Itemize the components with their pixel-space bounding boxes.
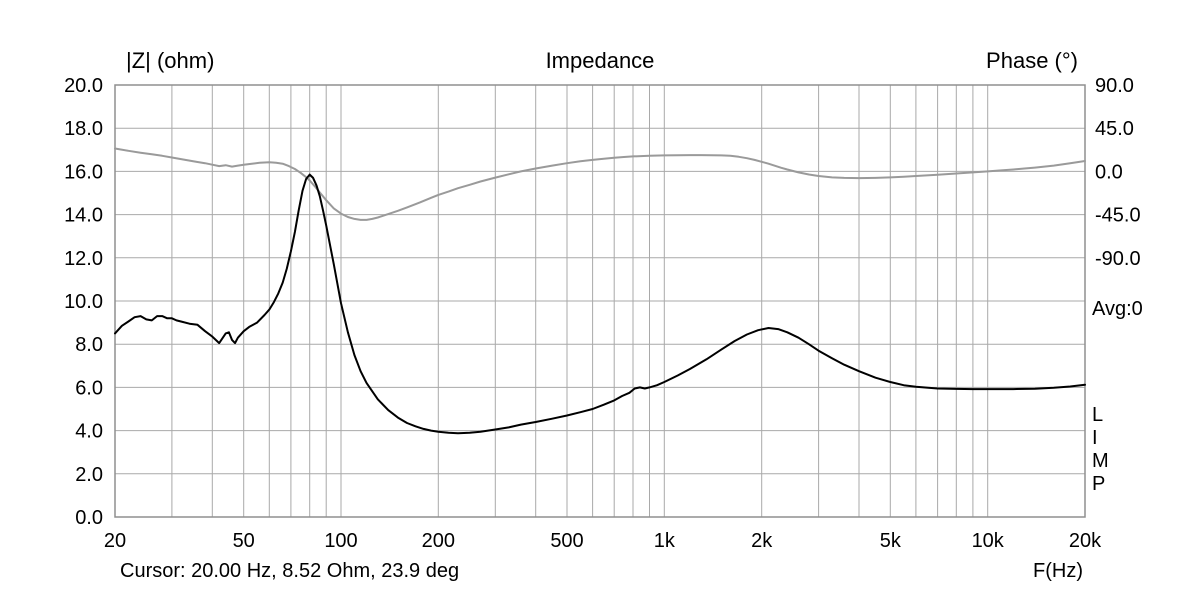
- right-axis-tick-label: 90.0: [1095, 75, 1134, 97]
- left-axis-tick-label: 16.0: [64, 161, 103, 183]
- averages-indicator: Avg:0: [1092, 298, 1143, 320]
- x-axis-tick-label: 100: [324, 530, 357, 552]
- right-axis-tick-label: -45.0: [1095, 205, 1141, 227]
- x-axis-tick-label: 10k: [972, 530, 1005, 552]
- x-axis-tick-label: 20k: [1069, 530, 1102, 552]
- right-axis-tick-label: -90.0: [1095, 248, 1141, 270]
- x-axis-tick-label: 500: [550, 530, 583, 552]
- x-axis-title: F(Hz): [1033, 560, 1083, 582]
- limp-letter: I: [1092, 427, 1098, 449]
- chart-title: Impedance: [545, 48, 655, 73]
- left-axis-title: |Z| (ohm): [126, 48, 215, 73]
- left-axis-tick-label: 10.0: [64, 291, 103, 313]
- left-axis-tick-label: 14.0: [64, 205, 103, 227]
- left-axis-tick-label: 12.0: [64, 248, 103, 270]
- limp-letter: P: [1092, 473, 1106, 495]
- x-axis-tick-label: 1k: [654, 530, 676, 552]
- left-axis-tick-label: 2.0: [75, 464, 103, 486]
- right-axis-tick-label: 45.0: [1095, 118, 1134, 140]
- left-axis-tick-label: 18.0: [64, 118, 103, 140]
- limp-letter: L: [1092, 404, 1104, 426]
- right-axis-tick-label: 0.0: [1095, 161, 1123, 183]
- limp-app-label: L I M P: [1092, 404, 1109, 496]
- x-axis-tick-label: 200: [422, 530, 455, 552]
- left-axis-tick-label: 8.0: [75, 334, 103, 356]
- left-axis-tick-label: 4.0: [75, 421, 103, 443]
- left-axis-tick-label: 20.0: [64, 75, 103, 97]
- limp-letter: M: [1092, 450, 1109, 472]
- x-axis-tick-label: 2k: [751, 530, 773, 552]
- x-axis-tick-label: 20: [104, 530, 126, 552]
- cursor-readout: Cursor: 20.00 Hz, 8.52 Ohm, 23.9 deg: [120, 560, 460, 582]
- x-axis-tick-label: 5k: [880, 530, 902, 552]
- right-axis-title: Phase (°): [986, 48, 1078, 73]
- x-axis-tick-label: 50: [233, 530, 255, 552]
- series-impedance-magnitude: [114, 173, 1086, 435]
- left-axis-tick-label: 6.0: [75, 377, 103, 399]
- series-phase: [114, 147, 1086, 221]
- left-axis-tick-label: 0.0: [75, 507, 103, 529]
- plot-frame: [114, 84, 1086, 518]
